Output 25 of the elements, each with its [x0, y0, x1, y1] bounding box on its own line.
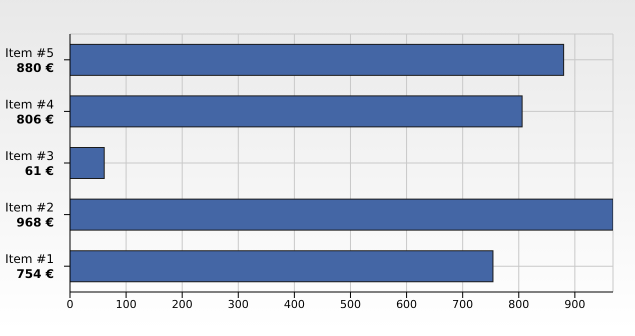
bar	[70, 95, 523, 128]
x-tick-label: 400	[284, 298, 305, 311]
y-tick-label: Item #1	[5, 252, 54, 266]
bar	[70, 250, 494, 282]
data-label: 806 €	[16, 112, 54, 126]
x-tick-label: 500	[340, 298, 361, 311]
bar	[70, 147, 105, 180]
data-label: 754 €	[16, 267, 54, 282]
x-tick-label: 100	[116, 298, 137, 311]
y-tick-label: Item #4	[5, 97, 54, 112]
x-tick-label: 700	[452, 298, 474, 311]
x-tick-label: 900	[564, 298, 586, 311]
bar	[70, 198, 613, 231]
bar	[70, 44, 564, 76]
data-label: 968 €	[16, 216, 54, 230]
x-tick-label: 300	[228, 298, 249, 311]
y-tick-label: Item #5	[5, 46, 54, 60]
x-tick-label: 600	[396, 298, 418, 311]
x-tick-label: 0	[66, 298, 74, 311]
y-tick-label: Item #2	[5, 200, 54, 215]
data-label: 61 €	[24, 164, 54, 178]
x-tick-label: 200	[172, 298, 193, 311]
x-tick-label: 800	[508, 298, 530, 311]
y-tick-label: Item #3	[5, 149, 54, 163]
data-label: 880 €	[16, 60, 54, 75]
